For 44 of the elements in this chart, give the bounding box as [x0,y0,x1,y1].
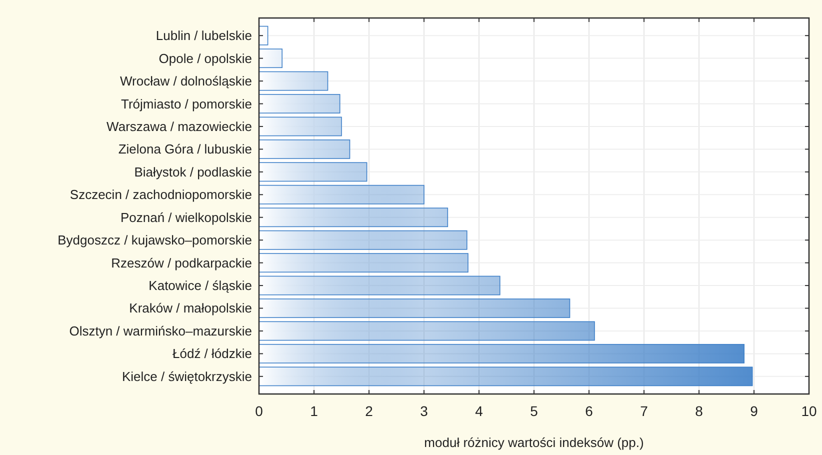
bar [258,139,350,159]
bar [258,71,328,91]
y-tick-label: Katowice / śląskie [148,278,252,294]
y-tick-label: Rzeszów / podkarpackie [111,255,252,270]
bar [258,162,368,182]
bar [258,366,753,386]
x-tick-label: 0 [255,403,264,419]
bar [258,276,500,296]
x-tick-label: 10 [801,403,817,419]
bar [258,230,468,250]
bar [258,26,268,46]
y-tick-label: Wrocław / dolnośląskie [120,74,252,89]
y-tick-label: Poznań / wielkopolskie [120,210,252,225]
y-tick-label: Kielce / świętokrzyskie [122,368,252,384]
y-tick-label: Bydgoszcz / kujawsko–pomorskie [58,232,252,248]
x-tick-label: 5 [530,403,538,419]
bar [258,48,282,68]
y-tick-label: Szczecin / zachodniopomorskie [70,187,252,202]
y-tick-label: Zielona Góra / lubuskie [118,142,252,157]
x-tick-label: 3 [420,403,428,419]
y-tick-label: Białystok / podlaskie [134,164,252,180]
y-tick-label: Opole / opolskie [158,50,252,66]
y-tick-label: Warszawa / mazowieckie [106,118,252,134]
bar [258,208,448,228]
bar [258,298,570,318]
bar [258,253,468,273]
bar [258,321,595,341]
x-axis-title: moduł różnicy wartości indeksów (pp.) [424,435,644,450]
x-tick-label: 2 [365,403,374,419]
bar [258,94,340,114]
x-tick-label: 9 [750,403,758,419]
x-tick-label: 4 [475,403,484,419]
x-tick-label: 1 [310,403,318,419]
y-tick-label: Trójmiasto / pomorskie [121,96,252,112]
y-tick-label: Łódź / łódzkie [172,346,252,362]
bar [258,344,744,364]
bar [258,116,342,136]
bar [258,184,424,204]
y-tick-label: Lublin / lubelskie [156,28,252,44]
y-tick-label: Olsztyn / warmińsko–mazurskie [69,323,252,338]
y-tick-label: Kraków / małopolskie [129,300,252,316]
x-tick-label: 8 [695,403,704,419]
x-tick-label: 7 [640,403,648,419]
x-tick-label: 6 [585,403,594,419]
